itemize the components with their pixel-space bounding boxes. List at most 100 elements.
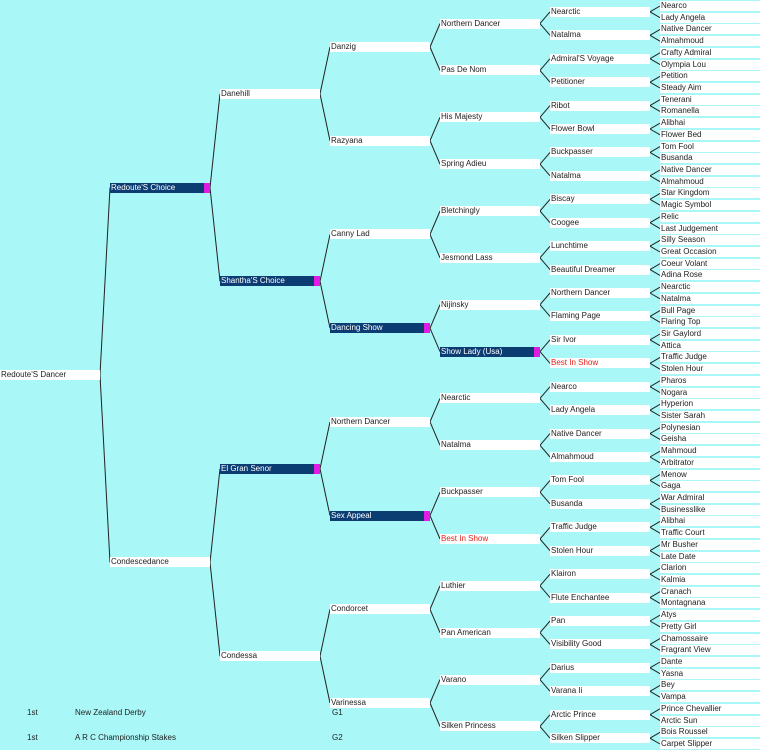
- horse-redoute-s-dancer[interactable]: Redoute'S Dancer: [0, 370, 100, 380]
- horse-sex-appeal[interactable]: Sex Appeal: [330, 510, 430, 521]
- horse-yasna[interactable]: Yasna: [660, 668, 760, 679]
- horse-tom-fool[interactable]: Tom Fool: [550, 475, 650, 486]
- horse-pan[interactable]: Pan: [550, 616, 650, 626]
- horse-magic-symbol[interactable]: Magic Symbol: [660, 200, 760, 211]
- horse-condessa[interactable]: Condessa: [220, 651, 320, 662]
- horse-polynesian[interactable]: Polynesian: [660, 422, 760, 433]
- horse-prince-chevallier[interactable]: Prince Chevallier: [660, 703, 760, 714]
- horse-hyperion[interactable]: Hyperion: [660, 399, 760, 410]
- horse-show-lady-usa[interactable]: Show Lady (Usa): [440, 346, 540, 357]
- horse-businesslike[interactable]: Businesslike: [660, 504, 760, 515]
- horse-native-dancer[interactable]: Native Dancer: [660, 165, 760, 175]
- horse-flaming-page[interactable]: Flaming Page: [550, 311, 650, 322]
- horse-steady-aim[interactable]: Steady Aim: [660, 83, 760, 93]
- horse-flower-bed[interactable]: Flower Bed: [660, 129, 760, 140]
- horse-relic[interactable]: Relic: [660, 211, 760, 222]
- horse-lunchtime[interactable]: Lunchtime: [550, 241, 650, 252]
- horse-danzig[interactable]: Danzig: [330, 42, 430, 52]
- horse-last-judgement[interactable]: Last Judgement: [660, 223, 760, 234]
- horse-clarion[interactable]: Clarion: [660, 563, 760, 574]
- horse-spring-adieu[interactable]: Spring Adieu: [440, 159, 540, 170]
- horse-busanda[interactable]: Busanda: [660, 153, 760, 164]
- horse-visibility-good[interactable]: Visibility Good: [550, 639, 650, 650]
- horse-arbitrator[interactable]: Arbitrator: [660, 457, 760, 468]
- horse-mahmoud[interactable]: Mahmoud: [660, 446, 760, 457]
- horse-buckpasser[interactable]: Buckpasser: [440, 487, 540, 498]
- horse-natalma[interactable]: Natalma: [550, 30, 650, 41]
- horse-sir-ivor[interactable]: Sir Ivor: [550, 334, 650, 345]
- horse-romanella[interactable]: Romanella: [660, 106, 760, 117]
- horse-late-date[interactable]: Late Date: [660, 551, 760, 562]
- horse-condorcet[interactable]: Condorcet: [330, 604, 430, 615]
- horse-coeur-volant[interactable]: Coeur Volant: [660, 258, 760, 269]
- horse-lady-angela[interactable]: Lady Angela: [660, 12, 760, 23]
- horse-star-kingdom[interactable]: Star Kingdom: [660, 188, 760, 199]
- horse-silken-slipper[interactable]: Silken Slipper: [550, 733, 650, 744]
- horse-lady-angela[interactable]: Lady Angela: [550, 405, 650, 416]
- horse-cranach[interactable]: Cranach: [660, 586, 760, 597]
- horse-buckpasser[interactable]: Buckpasser: [550, 147, 650, 158]
- horse-adina-rose[interactable]: Adina Rose: [660, 270, 760, 281]
- horse-almahmoud[interactable]: Almahmoud: [550, 452, 650, 462]
- horse-alibhai[interactable]: Alibhai: [660, 118, 760, 129]
- horse-varano[interactable]: Varano: [440, 674, 540, 685]
- horse-nogara[interactable]: Nogara: [660, 387, 760, 398]
- horse-pan-american[interactable]: Pan American: [440, 627, 540, 638]
- horse-fragrant-view[interactable]: Fragrant View: [660, 645, 760, 656]
- horse-bletchingly[interactable]: Bletchingly: [440, 206, 540, 216]
- horse-arctic-sun[interactable]: Arctic Sun: [660, 715, 760, 726]
- horse-traffic-judge[interactable]: Traffic Judge: [660, 352, 760, 363]
- horse-biscay[interactable]: Biscay: [550, 194, 650, 205]
- horse-nearco[interactable]: Nearco: [660, 1, 760, 11]
- horse-condescedance[interactable]: Condescedance: [110, 557, 210, 568]
- horse-his-majesty[interactable]: His Majesty: [440, 112, 540, 123]
- horse-crafty-admiral[interactable]: Crafty Admiral: [660, 47, 760, 58]
- horse-almahmoud[interactable]: Almahmoud: [660, 36, 760, 47]
- horse-bey[interactable]: Bey: [660, 680, 760, 691]
- horse-pas-de-nom[interactable]: Pas De Nom: [440, 65, 540, 76]
- horse-carpet-slipper[interactable]: Carpet Slipper: [660, 739, 760, 749]
- horse-geisha[interactable]: Geisha: [660, 434, 760, 445]
- horse-stolen-hour[interactable]: Stolen Hour: [660, 364, 760, 375]
- horse-almahmoud[interactable]: Almahmoud: [660, 176, 760, 187]
- horse-nearctic[interactable]: Nearctic: [440, 393, 540, 404]
- horse-petition[interactable]: Petition: [660, 71, 760, 82]
- horse-silly-season[interactable]: Silly Season: [660, 235, 760, 246]
- horse-tenerani[interactable]: Tenerani: [660, 94, 760, 105]
- horse-kalmia[interactable]: Kalmia: [660, 575, 760, 585]
- horse-danehill[interactable]: Danehill: [220, 88, 320, 99]
- horse-northern-dancer[interactable]: Northern Dancer: [440, 18, 540, 29]
- horse-bois-roussel[interactable]: Bois Roussel: [660, 727, 760, 738]
- horse-traffic-judge[interactable]: Traffic Judge: [550, 522, 650, 533]
- horse-el-gran-senor[interactable]: El Gran Senor: [220, 463, 320, 474]
- horse-arctic-prince[interactable]: Arctic Prince: [550, 709, 650, 720]
- horse-tom-fool[interactable]: Tom Fool: [660, 141, 760, 152]
- horse-nearctic[interactable]: Nearctic: [660, 282, 760, 293]
- horse-varinessa[interactable]: Varinessa: [330, 698, 430, 708]
- horse-klairon[interactable]: Klairon: [550, 569, 650, 580]
- horse-mr-busher[interactable]: Mr Busher: [660, 539, 760, 550]
- horse-admiral-s-voyage[interactable]: Admiral'S Voyage: [550, 53, 650, 64]
- horse-varana-ii[interactable]: Varana Ii: [550, 686, 650, 697]
- horse-ribot[interactable]: Ribot: [550, 100, 650, 111]
- horse-luthier[interactable]: Luthier: [440, 580, 540, 591]
- horse-northern-dancer[interactable]: Northern Dancer: [550, 288, 650, 298]
- horse-natalma[interactable]: Natalma: [660, 293, 760, 304]
- horse-coogee[interactable]: Coogee: [550, 217, 650, 228]
- horse-flute-enchantee[interactable]: Flute Enchantee: [550, 592, 650, 603]
- horse-busanda[interactable]: Busanda: [550, 498, 650, 509]
- horse-northern-dancer[interactable]: Northern Dancer: [330, 416, 430, 427]
- horse-dante[interactable]: Dante: [660, 657, 760, 667]
- horse-redoute-s-choice[interactable]: Redoute'S Choice: [110, 182, 210, 193]
- horse-sister-sarah[interactable]: Sister Sarah: [660, 411, 760, 421]
- horse-best-in-show[interactable]: Best In Show: [440, 534, 540, 544]
- horse-flower-bowl[interactable]: Flower Bowl: [550, 124, 650, 134]
- horse-attica[interactable]: Attica: [660, 340, 760, 351]
- horse-vampa[interactable]: Vampa: [660, 692, 760, 703]
- horse-shantha-s-choice[interactable]: Shantha'S Choice: [220, 276, 320, 287]
- horse-nearctic[interactable]: Nearctic: [550, 6, 650, 17]
- horse-chamossaire[interactable]: Chamossaire: [660, 633, 760, 644]
- horse-natalma[interactable]: Natalma: [440, 440, 540, 451]
- horse-native-dancer[interactable]: Native Dancer: [660, 24, 760, 35]
- horse-gaga[interactable]: Gaga: [660, 481, 760, 492]
